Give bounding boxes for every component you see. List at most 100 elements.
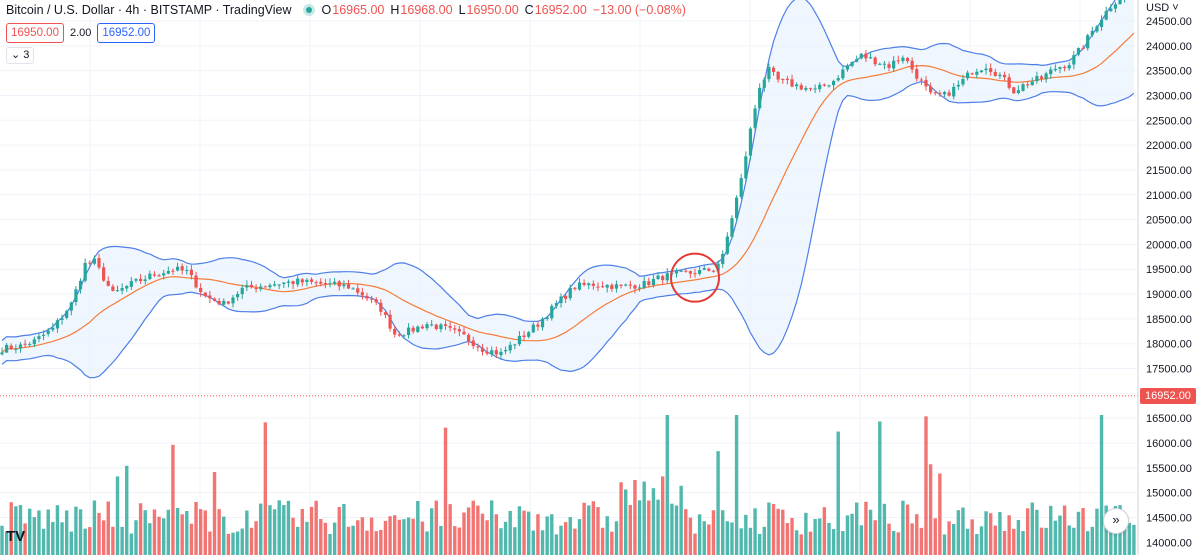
candle-body [522, 335, 526, 337]
candle-body [1044, 73, 1048, 80]
volume-bar [513, 527, 517, 555]
price-tick-label: 14500.00 [1146, 512, 1192, 524]
volume-bar [125, 465, 129, 555]
volume-bar [305, 521, 309, 555]
volume-bar [379, 529, 383, 555]
volume-bar [1076, 511, 1081, 555]
volume-bar [633, 479, 637, 555]
candle-body [65, 311, 69, 318]
low-label: L [458, 3, 466, 17]
candle-body [707, 268, 711, 271]
currency-selector[interactable]: USD ˅ [1146, 2, 1179, 14]
candle-body [919, 79, 923, 81]
candle-body [1049, 69, 1053, 75]
volume-bar [554, 534, 559, 555]
double-chevron-right-icon[interactable]: » [1103, 508, 1129, 534]
volume-bar [794, 530, 799, 555]
candle-body [175, 266, 180, 271]
candle-body [41, 334, 46, 336]
candle-body [559, 296, 563, 304]
candle-body [855, 59, 859, 62]
volume-bar [462, 512, 466, 555]
candle-body [222, 300, 226, 305]
volume-bar [97, 512, 101, 555]
indicators-toggle[interactable]: ⌄ 3 [6, 47, 35, 64]
candle-body [476, 346, 480, 348]
volume-bar [1086, 531, 1090, 555]
price-tick-label: 18500.00 [1146, 314, 1192, 326]
candle-body [406, 327, 411, 336]
volume-bar [531, 530, 535, 555]
volume-bar [965, 528, 970, 555]
volume-bar [429, 508, 434, 555]
buy-button[interactable]: 16952.00 [97, 23, 156, 43]
volume-bar [152, 509, 157, 555]
candle-body [51, 327, 55, 330]
volume-bar [120, 526, 124, 555]
volume-bar [1127, 522, 1131, 555]
candle-body [577, 282, 582, 290]
candle-body [379, 302, 383, 312]
volume-bar [88, 527, 92, 555]
volume-bar [466, 507, 471, 555]
candle-body [185, 270, 189, 272]
open-value: 16965.00 [332, 3, 385, 17]
candle-body [1067, 65, 1071, 69]
candle-body [637, 287, 642, 289]
volume-bar [434, 500, 438, 555]
candle-body [203, 292, 207, 297]
volume-bar [915, 514, 919, 555]
price-axis[interactable]: 14000.00 14500.00 15000.00 15500.00 16000.00… [1146, 16, 1192, 549]
bollinger-band-fill [2, 0, 1134, 378]
volume-bar [92, 500, 97, 555]
volume-bar [1002, 530, 1007, 555]
candle-body [254, 287, 258, 290]
volume-bar [342, 503, 346, 555]
volume-bar [651, 488, 656, 555]
candle-body [425, 324, 429, 329]
candle-body [929, 86, 933, 93]
volume-bar [785, 523, 790, 555]
volume-bar [37, 510, 41, 555]
candle-body [753, 108, 757, 128]
candle-body [402, 335, 406, 337]
symbol-title[interactable]: Bitcoin / U.S. Dollar · 4h · BITSTAMP · … [6, 3, 292, 17]
candle-body [430, 324, 434, 326]
volume-bar [1016, 520, 1021, 555]
volume-bar [522, 510, 526, 555]
candle-body [845, 65, 850, 70]
candle-body [818, 84, 822, 90]
candle-body [448, 325, 452, 328]
candle-body [337, 281, 341, 287]
candle-body [979, 70, 984, 73]
candle-body [78, 280, 83, 290]
volume-bar [60, 522, 64, 555]
candle-body [1058, 67, 1062, 69]
candle-body [1081, 48, 1085, 50]
candle-body [651, 279, 656, 286]
volume-bar [993, 525, 997, 555]
candle-body [231, 297, 235, 304]
price-tick-label: 22500.00 [1146, 115, 1192, 127]
volume-bar [582, 502, 586, 555]
candle-body [388, 314, 392, 329]
price-tick-label: 19000.00 [1146, 289, 1192, 301]
volume-bar [563, 522, 568, 555]
candle-body [813, 88, 817, 90]
volume-bar [660, 476, 665, 555]
tradingview-logo-icon[interactable]: TV [6, 528, 26, 545]
candle-body [545, 317, 549, 320]
volume-bar [545, 516, 549, 555]
price-tick-label: 23500.00 [1146, 66, 1192, 78]
candle-body [642, 281, 646, 289]
candle-body [984, 68, 988, 71]
sell-button[interactable]: 16950.00 [6, 23, 64, 43]
candle-body [619, 284, 623, 286]
candle-body [120, 288, 124, 291]
candle-body [14, 348, 18, 350]
candle-body [864, 53, 868, 59]
candle-body [989, 68, 993, 73]
chevron-down-icon: ˅ [1169, 2, 1179, 14]
volume-bar [868, 509, 873, 555]
